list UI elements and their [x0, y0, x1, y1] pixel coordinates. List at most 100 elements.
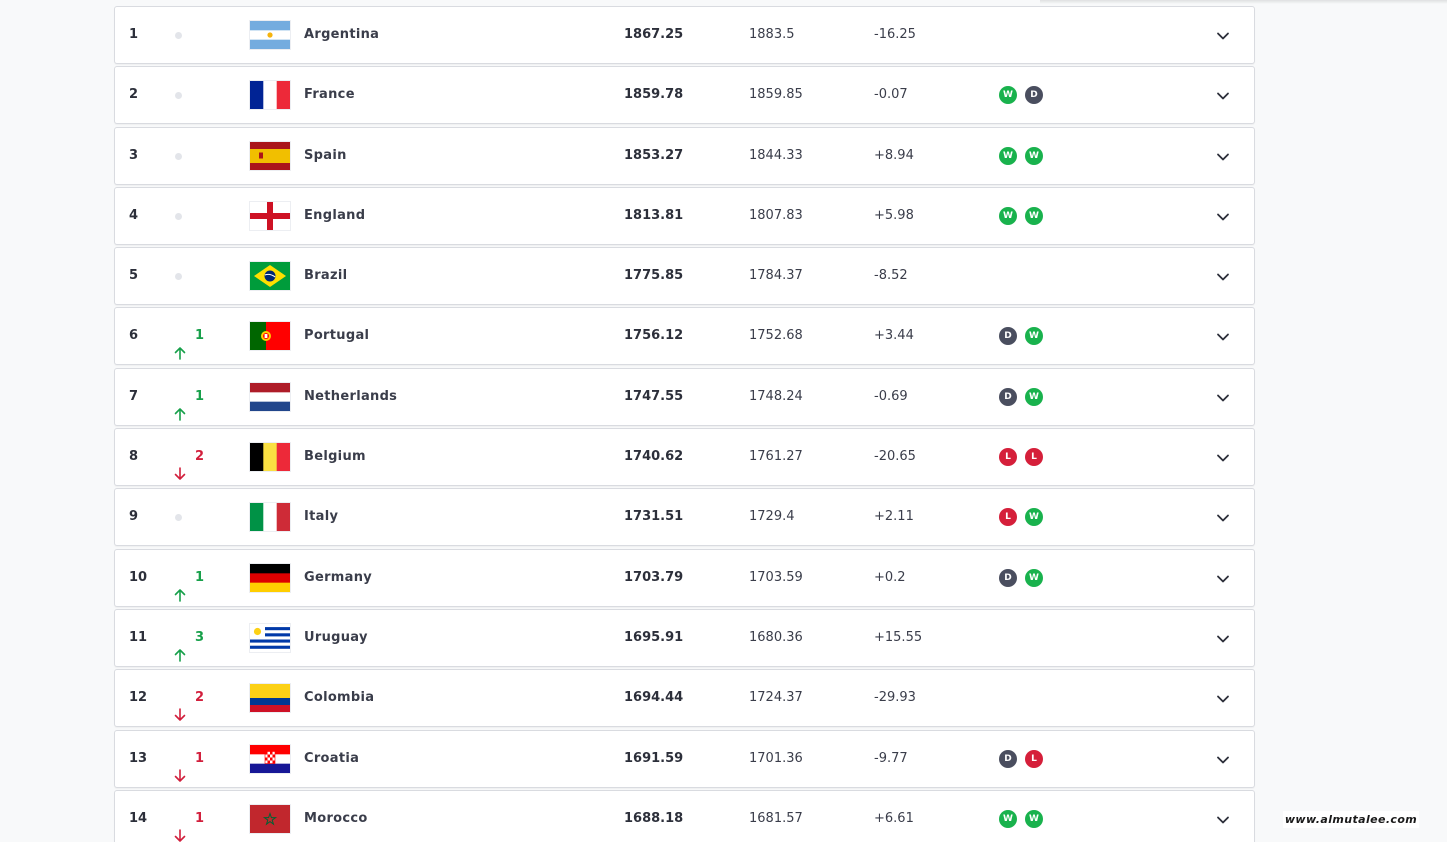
team-name[interactable]: France — [304, 87, 355, 103]
arrow-up-icon — [173, 571, 187, 602]
rank-movement: 1 — [173, 791, 221, 842]
points-difference: -8.52 — [874, 268, 908, 284]
chevron-down-icon[interactable] — [1215, 88, 1231, 102]
team-name[interactable]: England — [304, 207, 366, 223]
rank-change-value: 3 — [195, 629, 205, 645]
previous-points: 1752.68 — [749, 328, 803, 344]
grey-dot-icon — [175, 92, 182, 100]
points-difference: -9.77 — [874, 750, 908, 766]
rank-number: 12 — [129, 690, 148, 706]
team-name[interactable]: Germany — [304, 569, 373, 585]
total-points: 1740.62 — [624, 449, 684, 465]
netherlands-flag-icon — [249, 381, 291, 412]
rank-movement: 3 — [173, 610, 221, 666]
chevron-down-icon[interactable] — [1215, 752, 1231, 766]
croatia-flag-icon — [249, 743, 291, 774]
team-name[interactable]: Portugal — [304, 328, 370, 344]
total-points: 1775.85 — [624, 268, 684, 284]
chevron-down-icon[interactable] — [1215, 691, 1231, 705]
rank-change-value: 2 — [195, 690, 205, 706]
previous-points: 1859.85 — [749, 87, 803, 103]
rank-movement: 1 — [173, 308, 221, 364]
points-difference: +5.98 — [874, 207, 914, 223]
form-badge: W — [999, 146, 1017, 165]
total-points: 1853.27 — [624, 147, 684, 163]
team-name[interactable]: Morocco — [304, 810, 368, 826]
spain-flag-icon — [249, 140, 291, 171]
arrow-down-icon — [173, 812, 187, 842]
ranking-row-brazil[interactable]: 5 Brazil 1775.85 1784.37 -8.52 — [114, 247, 1255, 306]
previous-points: 1729.4 — [749, 509, 795, 525]
chevron-down-icon[interactable] — [1215, 28, 1231, 42]
form-badge: D — [1025, 86, 1043, 105]
chevron-down-icon[interactable] — [1215, 631, 1231, 645]
rank-movement — [173, 7, 221, 63]
grey-dot-icon — [175, 273, 182, 281]
team-name[interactable]: Netherlands — [304, 388, 398, 404]
form-badge: W — [1025, 568, 1043, 587]
arrow-down-icon — [173, 450, 187, 480]
form-badge: W — [1025, 809, 1043, 828]
team-name[interactable]: Croatia — [304, 750, 360, 766]
team-name[interactable]: Italy — [304, 509, 339, 525]
points-difference: +3.44 — [874, 328, 914, 344]
points-difference: +8.94 — [874, 147, 914, 163]
rank-number: 9 — [129, 509, 139, 525]
chevron-down-icon[interactable] — [1215, 812, 1231, 826]
chevron-down-icon[interactable] — [1215, 510, 1231, 524]
total-points: 1694.44 — [624, 690, 684, 706]
points-difference: -0.69 — [874, 388, 908, 404]
team-name[interactable]: Uruguay — [304, 629, 368, 645]
team-name[interactable]: Spain — [304, 147, 347, 163]
form-badge: W — [999, 206, 1017, 225]
rank-number: 3 — [129, 147, 139, 163]
brazil-flag-icon — [249, 261, 291, 292]
rank-number: 4 — [129, 207, 139, 223]
team-name[interactable]: Brazil — [304, 268, 348, 284]
total-points: 1747.55 — [624, 388, 684, 404]
rank-number: 7 — [129, 388, 139, 404]
form-badge: D — [999, 387, 1017, 406]
chevron-down-icon[interactable] — [1215, 149, 1231, 163]
chevron-down-icon[interactable] — [1215, 571, 1231, 585]
chevron-down-icon[interactable] — [1215, 390, 1231, 404]
chevron-down-icon[interactable] — [1215, 269, 1231, 283]
team-name[interactable]: Argentina — [304, 27, 380, 42]
form-badge: W — [1025, 387, 1043, 406]
watermark: www.almutalee.com — [1283, 811, 1419, 828]
previous-points: 1883.5 — [749, 27, 795, 42]
italy-flag-icon — [249, 502, 291, 533]
rank-movement — [173, 128, 221, 184]
rank-movement: 1 — [173, 731, 221, 787]
grey-dot-icon — [175, 212, 182, 220]
team-name[interactable]: Belgium — [304, 449, 366, 465]
previous-points: 1844.33 — [749, 147, 803, 163]
form-badge: W — [1025, 146, 1043, 165]
ranking-row-uruguay[interactable]: 11 3 Uruguay 1695.91 1680.36 +15.55 — [114, 608, 1255, 667]
chevron-down-icon[interactable] — [1215, 329, 1231, 343]
chevron-down-icon[interactable] — [1215, 209, 1231, 223]
chevron-down-icon[interactable] — [1215, 450, 1231, 464]
england-flag-icon — [249, 200, 291, 231]
total-points: 1691.59 — [624, 750, 684, 766]
ranking-row-argentina[interactable]: 1 Argentina 1867.25 1883.5 -16.25 — [114, 6, 1255, 64]
belgium-flag-icon — [249, 442, 291, 473]
ranking-row-colombia[interactable]: 12 2 Colombia 1694.44 1724.37 -29.93 — [114, 669, 1255, 728]
team-name[interactable]: Colombia — [304, 690, 375, 706]
rank-number: 2 — [129, 87, 139, 103]
